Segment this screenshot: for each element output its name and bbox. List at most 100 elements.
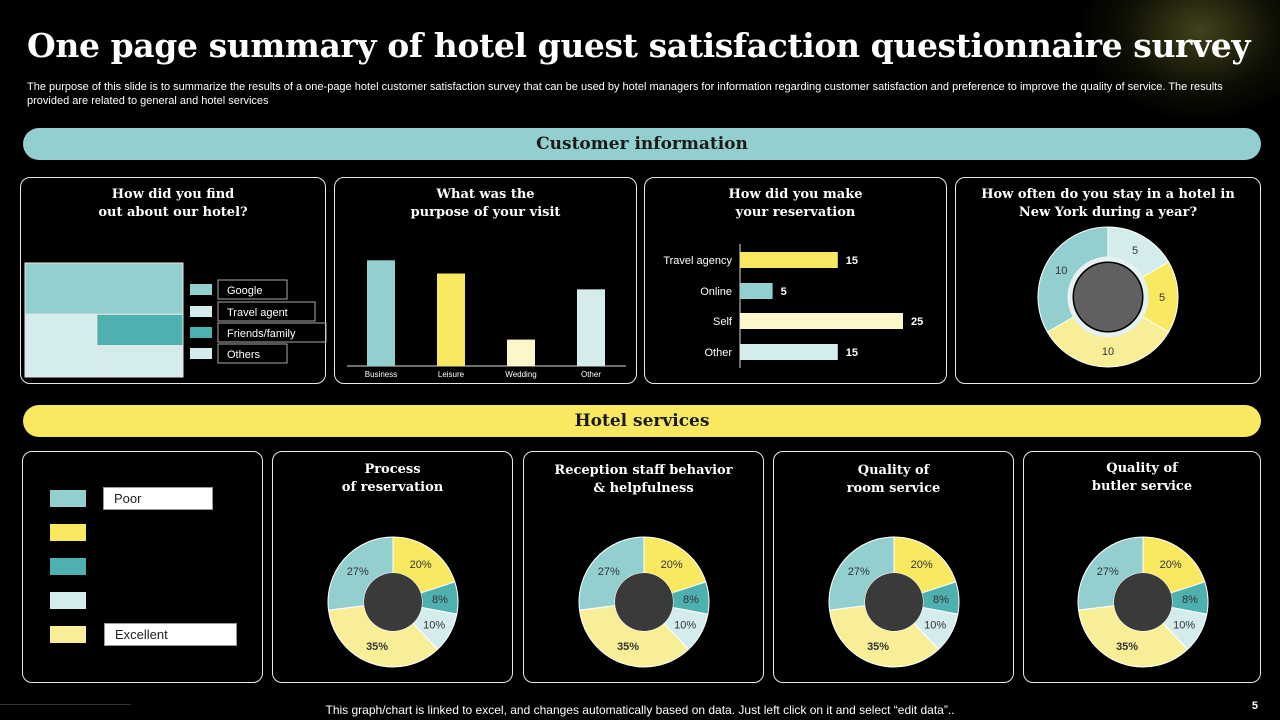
- card-title-line2: out about our hotel?: [98, 205, 248, 220]
- donut-hole: [1114, 573, 1172, 631]
- donut-label: 35%: [617, 641, 639, 653]
- card-title-line2: butler service: [1091, 479, 1193, 494]
- page-title: One page summary of hotel guest satisfac…: [27, 26, 1251, 65]
- card-visit-purpose: What was the purpose of your visit Busin…: [334, 177, 637, 384]
- legend-swatch-1: [190, 306, 212, 317]
- donut-label: 10%: [423, 620, 445, 632]
- treemap-chart: Google Travel agent Friends/family Others: [24, 262, 327, 378]
- footer-divider: [0, 704, 131, 705]
- card-title-line2: purpose of your visit: [410, 205, 561, 220]
- donut-label: 5: [1159, 292, 1165, 304]
- legend-swatch-1: [50, 490, 86, 507]
- treemap-tile-0: [24, 262, 184, 315]
- x-tick-label: Leisure: [438, 370, 465, 379]
- card-title: How often do you stay in a hotel in New …: [956, 186, 1260, 222]
- legend-swatch-0: [190, 284, 212, 295]
- card-title: Process of reservation: [273, 461, 512, 497]
- legend-swatch-3: [190, 348, 212, 359]
- legend-label-poor: Poor: [103, 487, 213, 510]
- donut-label: 10%: [1173, 620, 1195, 632]
- legend-box-3: [217, 343, 288, 364]
- legend-swatch-2: [50, 524, 86, 541]
- legend-label: Others: [227, 349, 261, 361]
- card-reception-staff: Reception staff behavior & helpfulness 2…: [523, 451, 764, 683]
- donut-label: 10%: [674, 620, 696, 632]
- legend-label: Friends/family: [227, 328, 296, 340]
- card-room-service: Quality of room service 20% 8% 10% 35% 27%: [773, 451, 1014, 683]
- legend-swatch-2: [190, 327, 212, 338]
- donut-label: 8%: [432, 594, 448, 606]
- donut-label: 20%: [1160, 559, 1182, 571]
- card-title-line1: How often do you stay in a hotel in: [981, 187, 1235, 202]
- card-title: Reception staff behavior & helpfulness: [524, 462, 763, 498]
- card-title-line1: Process: [364, 462, 421, 477]
- card-title-line1: Quality of: [857, 463, 930, 478]
- donut-hole: [615, 573, 673, 631]
- section-hotel-services: Hotel services: [23, 405, 1261, 437]
- treemap-tile-3: [96, 345, 184, 378]
- y-tick-label: Other: [704, 347, 732, 359]
- y-tick-label: Online: [700, 286, 732, 298]
- card-title-line1: What was the: [436, 187, 535, 202]
- corner-glow: [1080, 0, 1280, 120]
- donut-label: 8%: [683, 594, 699, 606]
- card-title: How did you find out about our hotel?: [21, 186, 325, 222]
- bar-other: [577, 289, 605, 366]
- donut-label: 20%: [661, 559, 683, 571]
- legend-box-2: [217, 322, 327, 343]
- legend-swatch-4: [50, 592, 86, 609]
- frequency-donut-chart: 5 5 10 10: [1037, 226, 1179, 368]
- card-title-line1: How did you find: [111, 187, 235, 202]
- card-title-line1: How did you make: [728, 187, 863, 202]
- donut-hole: [364, 573, 422, 631]
- card-find-hotel: How did you find out about our hotel? Go…: [20, 177, 327, 384]
- butler-donut-chart: 20% 8% 10% 35% 27%: [1077, 536, 1209, 668]
- donut-label: 5: [1132, 245, 1138, 257]
- donut-label: 20%: [911, 559, 933, 571]
- data-label: 5: [781, 286, 787, 298]
- data-label: 25: [911, 316, 923, 328]
- donut-label: 35%: [366, 641, 388, 653]
- y-tick-label: Self: [713, 316, 733, 328]
- donut-label: 27%: [848, 566, 870, 578]
- donut-label: 10: [1102, 346, 1114, 358]
- legend-swatch-5: [50, 626, 86, 643]
- section-customer-information: Customer information: [23, 128, 1261, 160]
- card-title-line2: & helpfulness: [593, 481, 694, 496]
- card-title-line2: room service: [846, 481, 941, 496]
- card-title: What was the purpose of your visit: [335, 186, 636, 222]
- card-stay-frequency: How often do you stay in a hotel in New …: [955, 177, 1261, 384]
- donut-hole: [865, 573, 923, 631]
- x-tick-label: Wedding: [505, 370, 536, 379]
- page-number: 5: [1251, 700, 1258, 712]
- donut-label: 35%: [867, 641, 889, 653]
- x-tick-label: Other: [581, 370, 601, 379]
- data-label: 15: [846, 255, 858, 267]
- donut-label: 8%: [1182, 594, 1198, 606]
- bar-business: [367, 260, 395, 366]
- card-title-line1: Quality of: [1106, 461, 1178, 476]
- legend-label: Travel agent: [227, 307, 288, 319]
- donut-inner-ring: [1067, 256, 1149, 338]
- donut-label: 35%: [1116, 641, 1138, 653]
- card-rating-legend: Poor Excellent: [22, 451, 263, 683]
- donut-label: 20%: [410, 559, 432, 571]
- legend-label-excellent: Excellent: [104, 623, 237, 646]
- card-title: Quality of butler service: [1024, 460, 1260, 496]
- bar-3: [740, 344, 838, 360]
- donut-label: 27%: [347, 566, 369, 578]
- x-tick-label: Business: [365, 370, 397, 379]
- donut-hole: [1074, 263, 1142, 331]
- bar-2: [740, 313, 903, 329]
- donut-label: 10: [1055, 265, 1067, 277]
- card-title: Quality of room service: [774, 462, 1013, 498]
- process-donut-chart: 20% 8% 10% 35% 27%: [327, 536, 459, 668]
- y-tick-label: Travel agency: [663, 255, 732, 267]
- reservation-bar-chart: Travel agency 15 Online 5 Self 25 Other 15: [663, 244, 923, 368]
- treemap-tile-2: [96, 313, 184, 347]
- donut-label: 27%: [1097, 566, 1119, 578]
- purpose-bar-chart: Business Leisure Wedding Other: [347, 260, 626, 379]
- card-butler-service: Quality of butler service 20% 8% 10% 35% 27%: [1023, 451, 1261, 683]
- card-title-line2: of reservation: [341, 480, 444, 495]
- legend-swatch-3: [50, 558, 86, 575]
